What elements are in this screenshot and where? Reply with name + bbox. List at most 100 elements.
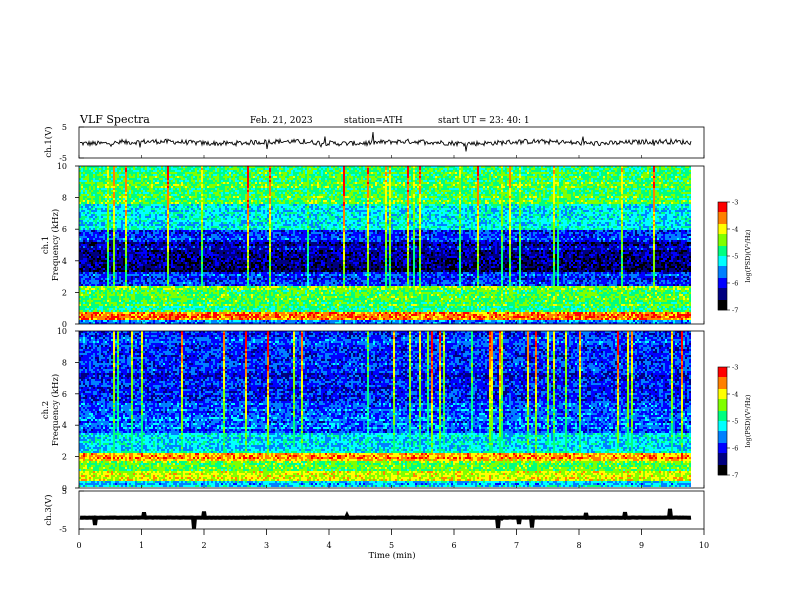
colorbar-swatch [718, 393, 727, 395]
freq-tick-label: 2 [62, 288, 67, 297]
colorbar-swatch [718, 431, 727, 433]
ch3-y-axis-label: ch.3(V) [43, 494, 54, 525]
colorbar-swatch [718, 260, 727, 262]
y-tick-label: -5 [59, 525, 67, 534]
colorbar-swatch [718, 268, 727, 270]
colorbar-swatch [718, 242, 727, 244]
colorbar-swatch [718, 407, 727, 409]
colorbar-swatch [718, 415, 727, 417]
freq-tick-label: 6 [62, 225, 67, 234]
colorbar-swatch [718, 411, 727, 413]
colorbar-swatch [718, 387, 727, 389]
colorbar-tick-label: -6 [732, 280, 738, 288]
ch1-y-ticks: 5-5 [59, 123, 84, 163]
time-tick-label: 4 [326, 541, 331, 550]
colorbar-swatch [718, 401, 727, 403]
time-tick-label: 5 [389, 541, 394, 550]
colorbar-swatch [718, 375, 727, 377]
colorbar-swatch [718, 220, 727, 222]
colorbar-swatch [718, 284, 727, 286]
colorbar-swatch [718, 437, 727, 439]
colorbar-swatch [718, 469, 727, 471]
colorbar-swatch [718, 202, 727, 204]
time-tick-label: 9 [639, 541, 644, 550]
time-tick-label: 0 [76, 541, 81, 550]
colorbar-swatch [718, 214, 727, 216]
colorbar-swatch [718, 222, 727, 224]
colorbar-swatch [718, 391, 727, 393]
ch1-frequency-axis-label: Frequency (kHz) [50, 209, 61, 281]
time-tick-label: 1 [139, 541, 144, 550]
freq-tick-label: 8 [62, 194, 67, 203]
colorbar-swatch [718, 276, 727, 278]
ch1-spectrogram-heatmap [79, 166, 704, 324]
colorbar-swatch [718, 443, 727, 445]
colorbar-swatch [718, 232, 727, 234]
date-label: Feb. 21, 2023 [250, 116, 313, 126]
colorbar-swatch [718, 304, 727, 306]
colorbar-swatch [718, 292, 727, 294]
colorbar-swatch [718, 379, 727, 381]
colorbar-swatch [718, 228, 727, 230]
colorbar-swatch [718, 262, 727, 264]
colorbar-swatch [718, 210, 727, 212]
colorbar-swatch [718, 399, 727, 401]
colorbar-tick-label: -3 [732, 199, 738, 207]
colorbar-tick-label: -4 [732, 226, 738, 234]
colorbar-swatch [718, 445, 727, 447]
ch2-spectrogram-heatmap [79, 331, 704, 488]
colorbar-swatch [718, 294, 727, 296]
ch3-waveform-trace [80, 509, 691, 529]
colorbar-swatch [718, 389, 727, 391]
colorbar-swatch [718, 298, 727, 300]
colorbar-swatch [718, 367, 727, 369]
colorbar-swatch [718, 280, 727, 282]
colorbar-swatch [718, 471, 727, 473]
colorbar-swatch [718, 230, 727, 232]
colorbar-swatch [718, 290, 727, 292]
colorbar-swatch [718, 252, 727, 254]
freq-tick-label: 8 [62, 358, 67, 367]
colorbar-swatch [718, 208, 727, 210]
colorbar-swatch [718, 266, 727, 268]
colorbar-swatch [718, 465, 727, 467]
colorbar-swatch [718, 248, 727, 250]
ch3-waveform-frame [79, 491, 704, 529]
colorbar-swatch [718, 206, 727, 208]
colorbar-swatch [718, 377, 727, 379]
time-tick-label: 8 [576, 541, 581, 550]
ch2-frequency-axis-label: Frequency (kHz) [50, 374, 61, 446]
colorbar-swatch [718, 381, 727, 383]
colorbar-swatch [718, 427, 727, 429]
time-tick-label: 6 [451, 541, 456, 550]
colorbar-swatch [718, 224, 727, 226]
colorbar-swatch [718, 254, 727, 256]
ch1-waveform-trace [80, 132, 691, 151]
colorbar-tick-label: -5 [732, 418, 738, 426]
colorbar-swatch [718, 371, 727, 373]
colorbar-tick-label: -4 [732, 391, 738, 399]
colorbar-swatch [718, 238, 727, 240]
colorbar-swatch [718, 409, 727, 411]
colorbar-swatch [718, 403, 727, 405]
colorbar-swatch [718, 270, 727, 272]
colorbar-swatch [718, 433, 727, 435]
colorbar-swatch [718, 435, 727, 437]
colorbar-swatch [718, 302, 727, 304]
station-label: station=ATH [344, 116, 403, 126]
colorbar-swatch [718, 463, 727, 465]
freq-tick-label: 10 [57, 327, 67, 336]
colorbar-swatch [718, 449, 727, 451]
colorbar-tick-label: -5 [732, 253, 738, 261]
colorbar-swatch [718, 246, 727, 248]
colorbar-swatch [718, 234, 727, 236]
colorbar-swatch [718, 453, 727, 455]
colorbar-swatch [718, 419, 727, 421]
colorbar-label: log(PSD)(V²/Hz) [744, 229, 752, 282]
time-tick-label: 2 [201, 541, 206, 550]
colorbar-swatch [718, 256, 727, 258]
colorbar-swatch [718, 216, 727, 218]
